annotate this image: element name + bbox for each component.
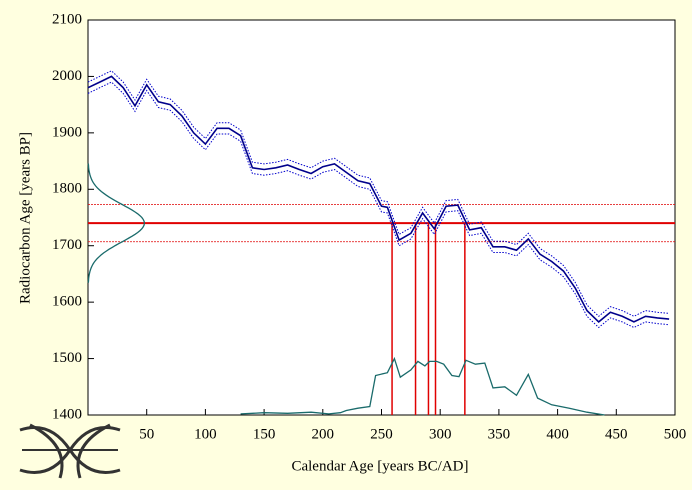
y-axis-label: Radiocarbon Age [years BP] <box>17 132 33 304</box>
x-tick-label: 250 <box>370 426 393 442</box>
logo <box>19 423 121 479</box>
calibration-line <box>87 75 670 323</box>
x-tick-label: 100 <box>194 426 217 442</box>
envelope-line <box>87 70 670 317</box>
y-tick-label: 1900 <box>52 124 82 140</box>
x-tick-label: 50 <box>139 426 154 442</box>
y-tick-label: 1500 <box>52 350 82 366</box>
x-tick-label: 300 <box>429 426 452 442</box>
y-tick-label: 1800 <box>52 181 82 197</box>
x-tick-label: 400 <box>546 426 569 442</box>
plot-area <box>87 19 676 416</box>
x-tick-label: 450 <box>605 426 628 442</box>
y-tick-label: 2000 <box>52 68 82 84</box>
x-tick-label: 350 <box>488 426 511 442</box>
measurement-distribution <box>87 163 146 283</box>
y-tick-label: 2100 <box>52 11 82 27</box>
x-tick-label: 200 <box>312 426 335 442</box>
x-tick-label: 150 <box>253 426 276 442</box>
y-tick-label: 1400 <box>52 406 82 422</box>
x-tick-label: 500 <box>664 426 687 442</box>
y-tick-label: 1600 <box>52 294 82 310</box>
probability-curve <box>240 356 605 416</box>
x-axis-label: Calendar Age [years BC/AD] <box>291 458 468 474</box>
envelope-line <box>87 81 670 329</box>
y-tick-label: 1700 <box>52 237 82 253</box>
